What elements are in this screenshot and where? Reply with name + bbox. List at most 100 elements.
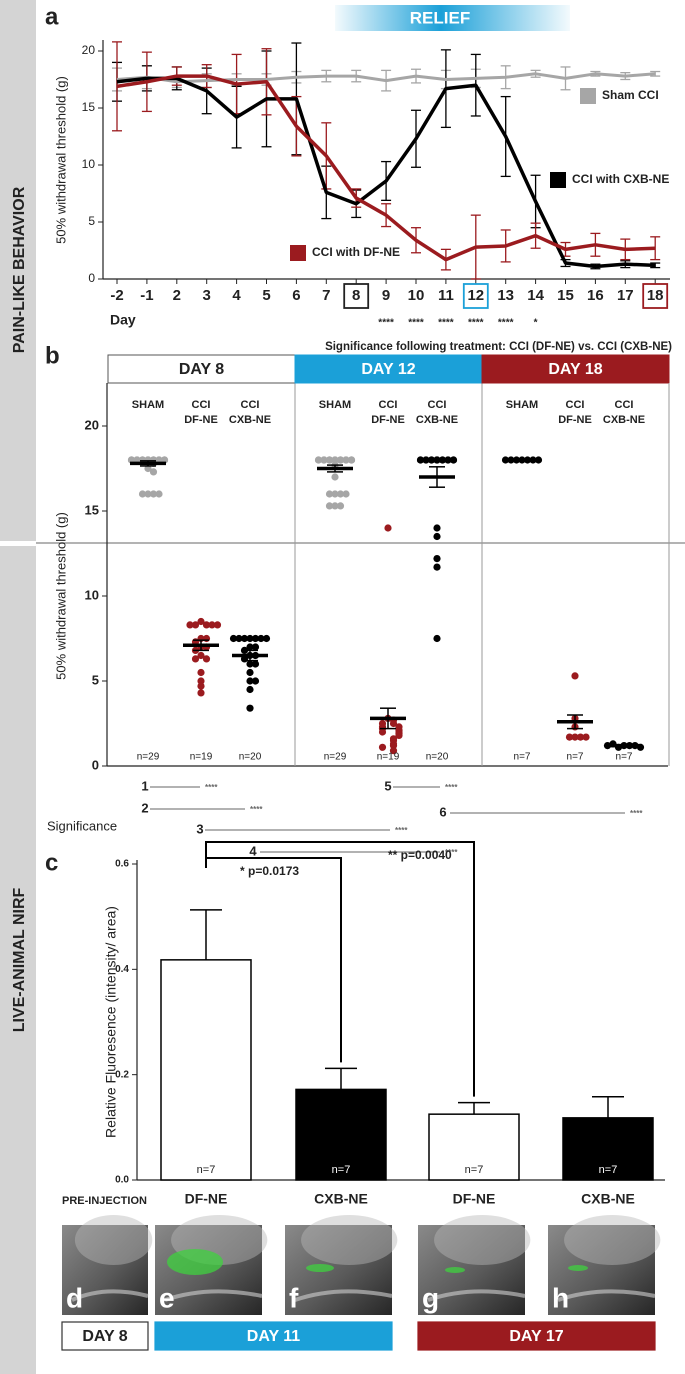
data-point <box>208 621 216 629</box>
data-point <box>378 728 387 736</box>
significance-bracket <box>205 841 475 1097</box>
column-label: SHAM <box>506 399 538 411</box>
day-bar <box>417 1321 656 1351</box>
day-label: DAY 17 <box>509 1328 563 1345</box>
x-tick-label: -1 <box>140 287 153 304</box>
highlight-box <box>462 283 489 309</box>
bar <box>562 1117 654 1181</box>
n-label: n=19 <box>377 752 400 763</box>
relief-banner <box>335 5 570 31</box>
x-tick-label: 14 <box>527 287 544 304</box>
sidebar-label: LIVE-ANIMAL NIRF <box>11 887 28 1032</box>
significance-stars: **** <box>498 318 514 329</box>
data-point <box>422 456 430 464</box>
panel-letter: c <box>45 849 58 876</box>
x-tick-label: DF-NE <box>185 1191 228 1207</box>
data-point <box>336 502 345 510</box>
data-point <box>433 563 441 571</box>
n-label: n=29 <box>137 752 160 763</box>
sidebar-label: PAIN-LIKE BEHAVIOR <box>11 186 28 353</box>
column-label: CCI <box>241 399 260 411</box>
data-point <box>262 634 271 643</box>
comparison-stars: **** <box>445 848 458 857</box>
data-point <box>197 682 205 690</box>
fluorescence <box>445 1267 465 1273</box>
column-label: CCI <box>615 399 634 411</box>
data-point <box>202 634 211 643</box>
data-point <box>251 634 260 643</box>
y-tick-label: 0.2 <box>115 1069 129 1080</box>
y-tick-label: 10 <box>82 157 96 171</box>
column-label: DF-NE <box>184 414 218 426</box>
comparison-stars: **** <box>395 826 408 835</box>
x-tick-label: 6 <box>292 287 300 304</box>
data-point <box>433 532 441 541</box>
photo-detail <box>557 1289 656 1302</box>
comparison-number: 1 <box>141 778 148 793</box>
column-label: CCI <box>192 399 211 411</box>
group-header <box>481 354 670 384</box>
y-tick-label: 5 <box>92 672 99 687</box>
group-header <box>294 354 483 384</box>
y-tick-label: 0 <box>88 271 95 285</box>
n-label: n=20 <box>426 752 449 763</box>
error-bar <box>112 41 122 132</box>
sidebar-band <box>0 0 36 541</box>
data-point <box>246 704 254 712</box>
photo-letter: h <box>552 1282 569 1313</box>
data-point <box>444 456 452 464</box>
x-tick-label: 7 <box>322 287 330 304</box>
n-label: n=29 <box>324 752 347 763</box>
data-point <box>389 742 398 750</box>
data-point <box>325 456 334 464</box>
column-label: CXB-NE <box>416 414 458 426</box>
x-tick-label: 10 <box>408 287 425 304</box>
x-tick-label: 3 <box>203 287 211 304</box>
column-label: CCI <box>566 399 585 411</box>
column-label: CCI <box>379 399 398 411</box>
y-tick-label: 15 <box>85 502 99 517</box>
y-axis-label: Relative Fluoresence (intensity/ area) <box>103 906 119 1138</box>
data-point <box>235 634 243 643</box>
comparison-number: 4 <box>249 843 257 858</box>
data-point <box>389 719 398 728</box>
fluorescence <box>568 1265 588 1271</box>
photo <box>548 1225 655 1315</box>
fluorescence <box>167 1249 223 1275</box>
y-tick-label: 20 <box>82 43 96 57</box>
comparison-stars: **** <box>250 805 263 814</box>
data-point <box>571 733 579 741</box>
data-point <box>197 677 205 685</box>
n-label: n=20 <box>239 752 262 763</box>
data-point <box>257 634 265 643</box>
photo-detail <box>564 1215 661 1265</box>
legend-label: CCI with CXB-NE <box>572 172 669 186</box>
data-point <box>246 660 254 668</box>
bar <box>160 959 252 1181</box>
x-tick-label: 2 <box>173 287 181 304</box>
photo-detail <box>301 1215 398 1265</box>
group-label: DAY 12 <box>361 361 415 378</box>
legend-label: CCI with DF-NE <box>312 245 400 259</box>
sidebar-band <box>0 546 36 1374</box>
legend-swatch <box>290 245 306 261</box>
x-tick-label: 16 <box>587 287 604 304</box>
banner-text: RELIEF <box>410 8 470 27</box>
data-point <box>138 490 147 498</box>
comparison-stars: **** <box>630 809 643 818</box>
data-point <box>433 524 441 532</box>
column-label: SHAM <box>132 399 164 411</box>
data-point <box>202 621 211 629</box>
column-label: DF-NE <box>371 414 405 426</box>
data-point <box>331 502 339 510</box>
x-tick-label: 15 <box>557 287 574 304</box>
data-point <box>582 733 590 741</box>
data-point <box>395 731 403 740</box>
column-label: DF-NE <box>558 414 592 426</box>
photo-detail <box>434 1215 531 1265</box>
significance-stars: **** <box>438 318 454 329</box>
data-point <box>251 677 260 685</box>
data-point <box>438 456 447 464</box>
